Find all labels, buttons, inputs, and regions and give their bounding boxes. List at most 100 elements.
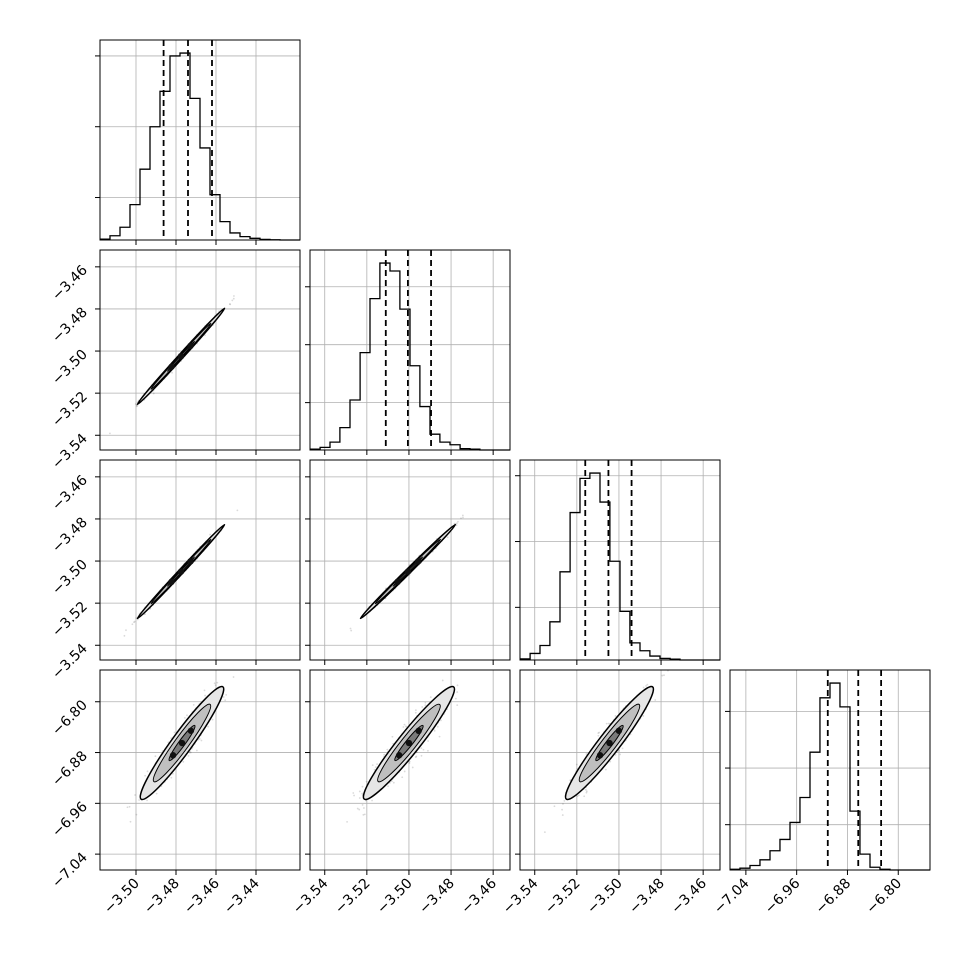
- axes-frame: [519, 459, 721, 661]
- joint-panel-1-0: [95, 249, 301, 455]
- y-tick-label-3-0: −7.04: [49, 850, 91, 892]
- scatter-point: [373, 768, 376, 771]
- scatter-point: [209, 533, 211, 536]
- scatter-point: [243, 647, 245, 649]
- scatter-point: [642, 686, 645, 689]
- scatter-point: [356, 807, 359, 810]
- scatter-point: [192, 703, 195, 706]
- scatter-point: [403, 723, 406, 726]
- density-core-0: [187, 558, 194, 565]
- scatter-point: [182, 760, 185, 763]
- scatter-point: [213, 682, 216, 685]
- scatter-point: [144, 613, 147, 615]
- scatter-point: [453, 522, 456, 525]
- joint-panel-2-1: [305, 459, 511, 665]
- scatter-point: [661, 674, 664, 677]
- scatter-point: [414, 711, 417, 714]
- scatter-point: [429, 696, 432, 699]
- scatter-point: [446, 536, 449, 539]
- scatter-point: [405, 725, 407, 728]
- scatter-point: [211, 718, 214, 721]
- joint-panel-3-0: [95, 647, 301, 875]
- scatter-point: [454, 697, 457, 700]
- scatter-point: [138, 799, 141, 801]
- density-core-0: [415, 558, 422, 565]
- scatter-point: [387, 785, 389, 788]
- scatter-point: [358, 790, 361, 793]
- scatter-point: [358, 808, 361, 811]
- scatter-point: [216, 681, 219, 684]
- scatter-point: [462, 516, 464, 519]
- scatter-point: [424, 704, 427, 707]
- scatter-point: [207, 725, 210, 728]
- scatter-point: [584, 788, 587, 791]
- density-core-0: [415, 727, 422, 735]
- scatter-point: [414, 709, 417, 712]
- scatter-point: [133, 620, 136, 623]
- scatter-point: [456, 684, 459, 687]
- scatter-point: [135, 813, 138, 816]
- scatter-point: [597, 734, 600, 737]
- hist-panel-2: [515, 459, 721, 665]
- scatter-point: [553, 805, 556, 808]
- x-tick-label-0-3: −3.44: [221, 875, 263, 917]
- scatter-point: [186, 714, 188, 717]
- scatter-point: [225, 693, 228, 696]
- scatter-point: [420, 747, 423, 749]
- axes-frame: [99, 669, 301, 871]
- scatter-point: [569, 779, 572, 782]
- scatter-point: [561, 814, 564, 816]
- density-core-1: [405, 739, 413, 747]
- scatter-point: [422, 748, 425, 751]
- scatter-point: [362, 813, 365, 816]
- scatter-point: [663, 674, 665, 677]
- scatter-point: [543, 831, 546, 834]
- scatter-point: [461, 514, 464, 517]
- axes-frame: [99, 39, 301, 241]
- scatter-point: [427, 740, 430, 742]
- scatter-point: [204, 334, 206, 337]
- scatter-point: [460, 517, 462, 520]
- scatter-point: [125, 629, 127, 632]
- scatter-point: [440, 719, 442, 722]
- joint-content: [543, 670, 669, 834]
- x-tick-label-0-0: −3.50: [101, 876, 143, 918]
- scatter-point: [408, 762, 411, 765]
- scatter-point: [229, 303, 232, 306]
- scatter-point: [134, 794, 136, 796]
- histogram-step-3: [730, 682, 930, 871]
- x-tick-label-1-4: −3.46: [458, 875, 500, 917]
- scatter-point: [232, 676, 235, 678]
- y-tick-label-3-2: −6.88: [49, 748, 91, 790]
- scatter-point: [403, 770, 406, 773]
- scatter-point: [391, 735, 394, 738]
- scatter-point: [136, 404, 139, 407]
- axes-frame: [309, 459, 511, 661]
- scatter-point: [371, 764, 374, 767]
- density-core-2: [394, 578, 401, 586]
- scatter-point: [128, 805, 131, 808]
- scatter-point: [371, 799, 373, 802]
- scatter-point: [350, 629, 353, 632]
- scatter-point: [457, 520, 459, 523]
- scatter-point: [415, 755, 418, 758]
- y-tick-label-2-3: −3.48: [49, 514, 91, 556]
- scatter-point: [598, 731, 601, 734]
- scatter-point: [188, 751, 191, 754]
- scatter-point: [455, 524, 458, 527]
- scatter-point: [642, 715, 645, 717]
- scatter-point: [204, 694, 207, 697]
- scatter-point: [353, 794, 355, 797]
- scatter-point: [561, 808, 563, 811]
- density-core-0: [187, 342, 194, 350]
- scatter-point: [183, 716, 186, 719]
- axes-frame: [309, 249, 511, 451]
- y-tick-label-1-2: −3.50: [49, 347, 91, 389]
- scatter-point: [349, 627, 352, 630]
- histogram-step-0: [100, 52, 300, 241]
- density-core-0: [615, 727, 623, 734]
- scatter-point: [152, 392, 155, 395]
- joint-content: [346, 679, 459, 823]
- y-tick-label-3-3: −6.80: [49, 697, 91, 739]
- density-core-1: [404, 568, 412, 575]
